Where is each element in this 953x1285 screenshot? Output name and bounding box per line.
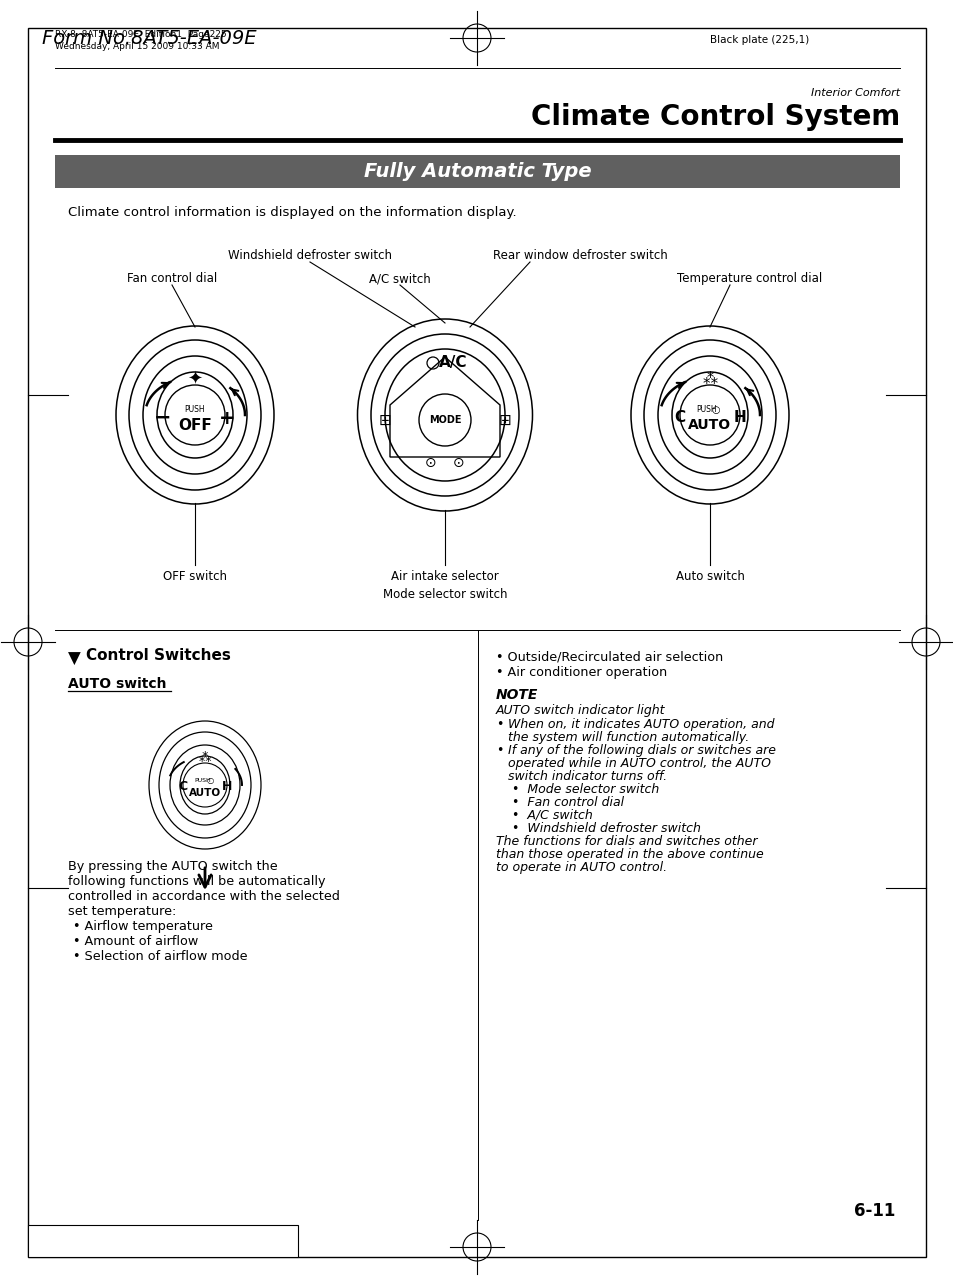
Text: OFF switch: OFF switch [163, 571, 227, 583]
Text: +: + [218, 409, 235, 428]
Text: Control Switches: Control Switches [86, 648, 231, 663]
Text: RX-8  8AT5-EA-09E  Edition1  Page225: RX-8 8AT5-EA-09E Edition1 Page225 [55, 30, 227, 39]
Text: •: • [496, 718, 503, 731]
Text: •  Fan control dial: • Fan control dial [512, 795, 623, 810]
Text: •  Windshield defroster switch: • Windshield defroster switch [512, 822, 700, 835]
Text: ⊙: ⊙ [453, 456, 464, 470]
Bar [55, 155, 899, 188]
Text: Fully Automatic Type: Fully Automatic Type [363, 162, 591, 181]
Text: MODE: MODE [428, 415, 460, 425]
Text: operated while in AUTO control, the AUTO: operated while in AUTO control, the AUTO [507, 757, 770, 770]
Text: −: − [154, 409, 172, 428]
Text: • Outside/Recirculated air selection: • Outside/Recirculated air selection [496, 650, 722, 663]
Bar [28, 1225, 297, 1257]
Text: Black plate (225,1): Black plate (225,1) [709, 35, 808, 45]
Text: Air intake selector: Air intake selector [391, 571, 498, 583]
Text: ○: ○ [206, 776, 213, 785]
Text: Fan control dial: Fan control dial [127, 272, 217, 285]
Text: A/C switch: A/C switch [369, 272, 431, 285]
Text: •  A/C switch: • A/C switch [512, 810, 592, 822]
Text: following functions will be automatically: following functions will be automaticall… [68, 875, 325, 888]
Text: By pressing the AUTO switch the: By pressing the AUTO switch the [68, 860, 277, 873]
Text: PUSH: PUSH [194, 779, 212, 784]
Text: ✦: ✦ [187, 371, 202, 389]
Text: NOTE: NOTE [496, 687, 537, 702]
Text: set temperature:: set temperature: [68, 905, 176, 917]
Text: •  Mode selector switch: • Mode selector switch [512, 783, 659, 795]
Text: than those operated in the above continue: than those operated in the above continu… [496, 848, 763, 861]
Text: ⁂: ⁂ [701, 373, 717, 388]
Text: The functions for dials and switches other: The functions for dials and switches oth… [496, 835, 757, 848]
Text: Wednesday, April 15 2009 10:33 AM: Wednesday, April 15 2009 10:33 AM [55, 42, 219, 51]
Text: Form No.8AT5-EA-09E: Form No.8AT5-EA-09E [42, 30, 256, 48]
Text: Interior Comfort: Interior Comfort [810, 87, 899, 98]
Text: AUTO switch indicator light: AUTO switch indicator light [496, 704, 665, 717]
Text: Mode selector switch: Mode selector switch [382, 589, 507, 601]
Text: C: C [178, 780, 188, 794]
Text: AUTO: AUTO [688, 418, 731, 432]
Text: Climate Control System: Climate Control System [530, 103, 899, 131]
Text: AUTO: AUTO [189, 788, 221, 798]
Text: the system will function automatically.: the system will function automatically. [507, 731, 748, 744]
Text: • Air conditioner operation: • Air conditioner operation [496, 666, 666, 678]
Text: Climate control information is displayed on the information display.: Climate control information is displayed… [68, 206, 517, 218]
Text: Rear window defroster switch: Rear window defroster switch [492, 249, 667, 262]
Text: Windshield defroster switch: Windshield defroster switch [228, 249, 392, 262]
Text: If any of the following dials or switches are: If any of the following dials or switche… [507, 744, 775, 757]
Text: When on, it indicates AUTO operation, and: When on, it indicates AUTO operation, an… [507, 718, 774, 731]
Text: AUTO switch: AUTO switch [68, 677, 167, 691]
Text: H: H [733, 410, 745, 425]
Text: ⊞: ⊞ [498, 412, 511, 428]
Text: PUSH: PUSH [185, 406, 205, 415]
Text: ○: ○ [711, 405, 720, 415]
Text: ⁂: ⁂ [198, 752, 211, 765]
Text: 6-11: 6-11 [853, 1201, 894, 1219]
Text: H: H [222, 780, 232, 794]
Text: Auto switch: Auto switch [675, 571, 743, 583]
Text: A/C: A/C [438, 356, 467, 370]
Text: switch indicator turns off.: switch indicator turns off. [507, 770, 666, 783]
Text: controlled in accordance with the selected: controlled in accordance with the select… [68, 891, 339, 903]
Text: •: • [496, 744, 503, 757]
Text: C: C [674, 410, 685, 425]
Text: ▼: ▼ [68, 650, 81, 668]
Text: • Airflow temperature: • Airflow temperature [73, 920, 213, 933]
Text: PUSH: PUSH [696, 406, 717, 415]
Text: Temperature control dial: Temperature control dial [677, 272, 821, 285]
Text: • Selection of airflow mode: • Selection of airflow mode [73, 950, 247, 962]
Text: to operate in AUTO control.: to operate in AUTO control. [496, 861, 666, 874]
Text: OFF: OFF [178, 418, 212, 433]
Text: ⊙: ⊙ [425, 456, 436, 470]
Text: • Amount of airflow: • Amount of airflow [73, 935, 198, 948]
Text: ⊞: ⊞ [378, 412, 391, 428]
